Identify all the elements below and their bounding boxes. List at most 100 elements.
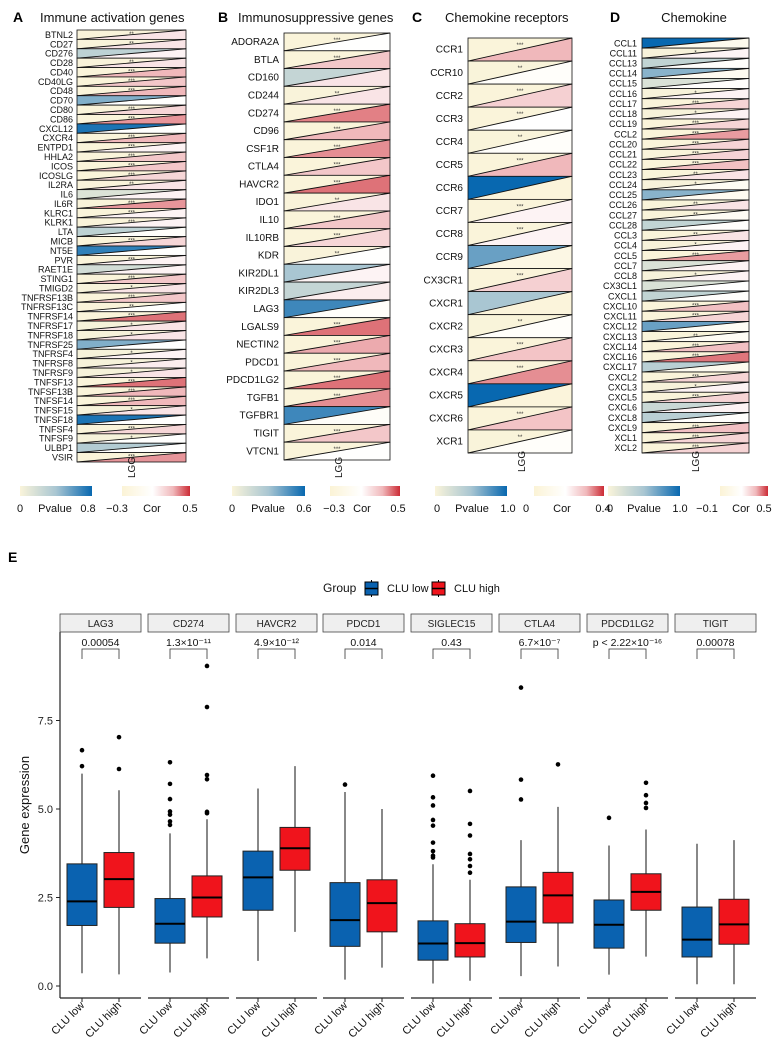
x-tick-label: CLU low (225, 1000, 263, 1038)
gene-label: CCL21 (609, 150, 637, 160)
gene-label: CD40 (50, 67, 73, 77)
gene-label: CCL15 (609, 79, 637, 89)
significance-stars: *** (333, 127, 341, 133)
cell-diagonal (641, 189, 750, 201)
cell-diagonal (76, 264, 187, 275)
gene-label: TNFSF18 (34, 415, 73, 425)
cell-diagonal (76, 104, 187, 115)
box-high: CLU high (171, 663, 223, 1041)
cell-diagonal (283, 281, 391, 301)
x-tick-label: CLU low (488, 1000, 526, 1038)
heatmap-row: IL10RB *** (246, 228, 391, 247)
cell-diagonal (467, 152, 573, 177)
gene-label: PDCD1 (245, 357, 279, 368)
heatmap-row: TIGIT *** (253, 423, 391, 443)
cell-diagonal (641, 37, 750, 49)
cell-diagonal (76, 283, 187, 294)
heatmap-row: IL10 *** (260, 210, 391, 230)
gene-label: CCL22 (609, 160, 637, 170)
heatmap-row: CXCL10 *** (603, 300, 750, 312)
gene-label: VTCN1 (246, 446, 279, 457)
significance-stars: *** (692, 152, 700, 158)
heatmap-row: TNFSF9 * (39, 433, 187, 444)
heatmap-row: CCR1 *** (436, 37, 573, 62)
significance-stars: *** (692, 445, 700, 451)
cell-diagonal (76, 151, 187, 162)
legend-c-min: −0.3 (106, 503, 128, 515)
legend-c-label: Cor (553, 503, 571, 515)
cell-diagonal (641, 78, 750, 90)
heatmap-row: CCR2 *** (436, 83, 573, 108)
cell-diagonal (641, 341, 750, 353)
cell-diagonal (76, 273, 187, 285)
gene-label: CCL20 (609, 139, 637, 149)
cell-diagonal (283, 192, 391, 212)
heatmap-row: PDCD1LG2 *** (226, 370, 391, 390)
heatmap-row: BTLA *** (254, 50, 391, 70)
gene-label: STING1 (40, 274, 73, 284)
gene-label: CCR9 (436, 252, 464, 263)
x-tick-label: CLU low (312, 1000, 350, 1038)
gene-label: CXCL10 (603, 301, 637, 311)
legend-c-label: Cor (353, 503, 371, 515)
comparison-bracket (432, 648, 471, 659)
legend-c-min: −0.1 (696, 503, 718, 515)
significance-stars: *** (128, 173, 136, 179)
gene-label: CXCL12 (603, 322, 637, 332)
gene-label: CXCL6 (608, 403, 637, 413)
cell-diagonal (641, 371, 750, 383)
cor-colorbar (534, 486, 604, 496)
x-tick-label: CLU high (522, 1000, 563, 1041)
heatmap-row: HAVCR2 *** (239, 174, 391, 194)
heatmap-row: CD40LG *** (38, 76, 187, 87)
gene-label: TNFRSF13B (21, 293, 73, 303)
x-tick-label: CLU high (259, 1000, 300, 1041)
gene-label: CXCL12 (39, 124, 73, 134)
significance-stars: *** (333, 323, 341, 329)
gene-label: CD274 (248, 108, 280, 119)
significance-stars: * (694, 384, 697, 390)
gene-label: CCR4 (436, 137, 464, 148)
heatmap-row: BTNL2 ** (45, 29, 187, 40)
outlier-point (204, 772, 210, 778)
cell-diagonal (641, 331, 750, 343)
gene-label: IDO1 (256, 197, 280, 208)
heatmap-row: PDCD1 *** (245, 352, 391, 372)
cell-diagonal (76, 311, 187, 322)
p-value-label: 4.9×10⁻¹² (254, 637, 299, 649)
heatmap-row: RAET1E (38, 264, 187, 275)
p-value-label: 0.00054 (82, 637, 120, 649)
cell-diagonal (76, 217, 187, 228)
legend-p-max: 0.8 (80, 503, 95, 515)
significance-stars: * (130, 323, 133, 329)
gene-label: CX3CR1 (424, 275, 464, 286)
outlier-point (430, 823, 436, 828)
gene-label: CCL3 (614, 231, 637, 241)
significance-stars: *** (692, 395, 700, 401)
legend-p-min: 0 (229, 503, 235, 515)
cell-diagonal (76, 320, 187, 331)
heatmap-row: CXCR4 *** (42, 132, 187, 143)
y-tick-label: 5.0 (38, 804, 53, 816)
facet-title: LAG3 (88, 619, 114, 630)
significance-stars: *** (128, 295, 136, 301)
heatmap-row: CCL4 * (614, 239, 750, 252)
heatmap-row: MICB *** (51, 236, 187, 247)
cell-diagonal (76, 442, 187, 454)
outlier-point (167, 781, 173, 787)
x-tick-label: CLU high (698, 1000, 739, 1041)
gene-label: CD28 (50, 58, 73, 68)
gene-label: CCL24 (609, 180, 637, 190)
facet-strip (498, 613, 581, 633)
significance-stars: *** (333, 180, 341, 186)
heatmap-row: TGFBR1 (240, 406, 391, 425)
significance-stars: *** (692, 435, 700, 441)
significance-stars: *** (692, 303, 700, 309)
gene-label: CCL23 (609, 170, 637, 180)
significance-stars: ** (335, 252, 340, 258)
heatmap-row: TGFB1 *** (247, 388, 391, 408)
significance-stars: ** (129, 60, 134, 66)
